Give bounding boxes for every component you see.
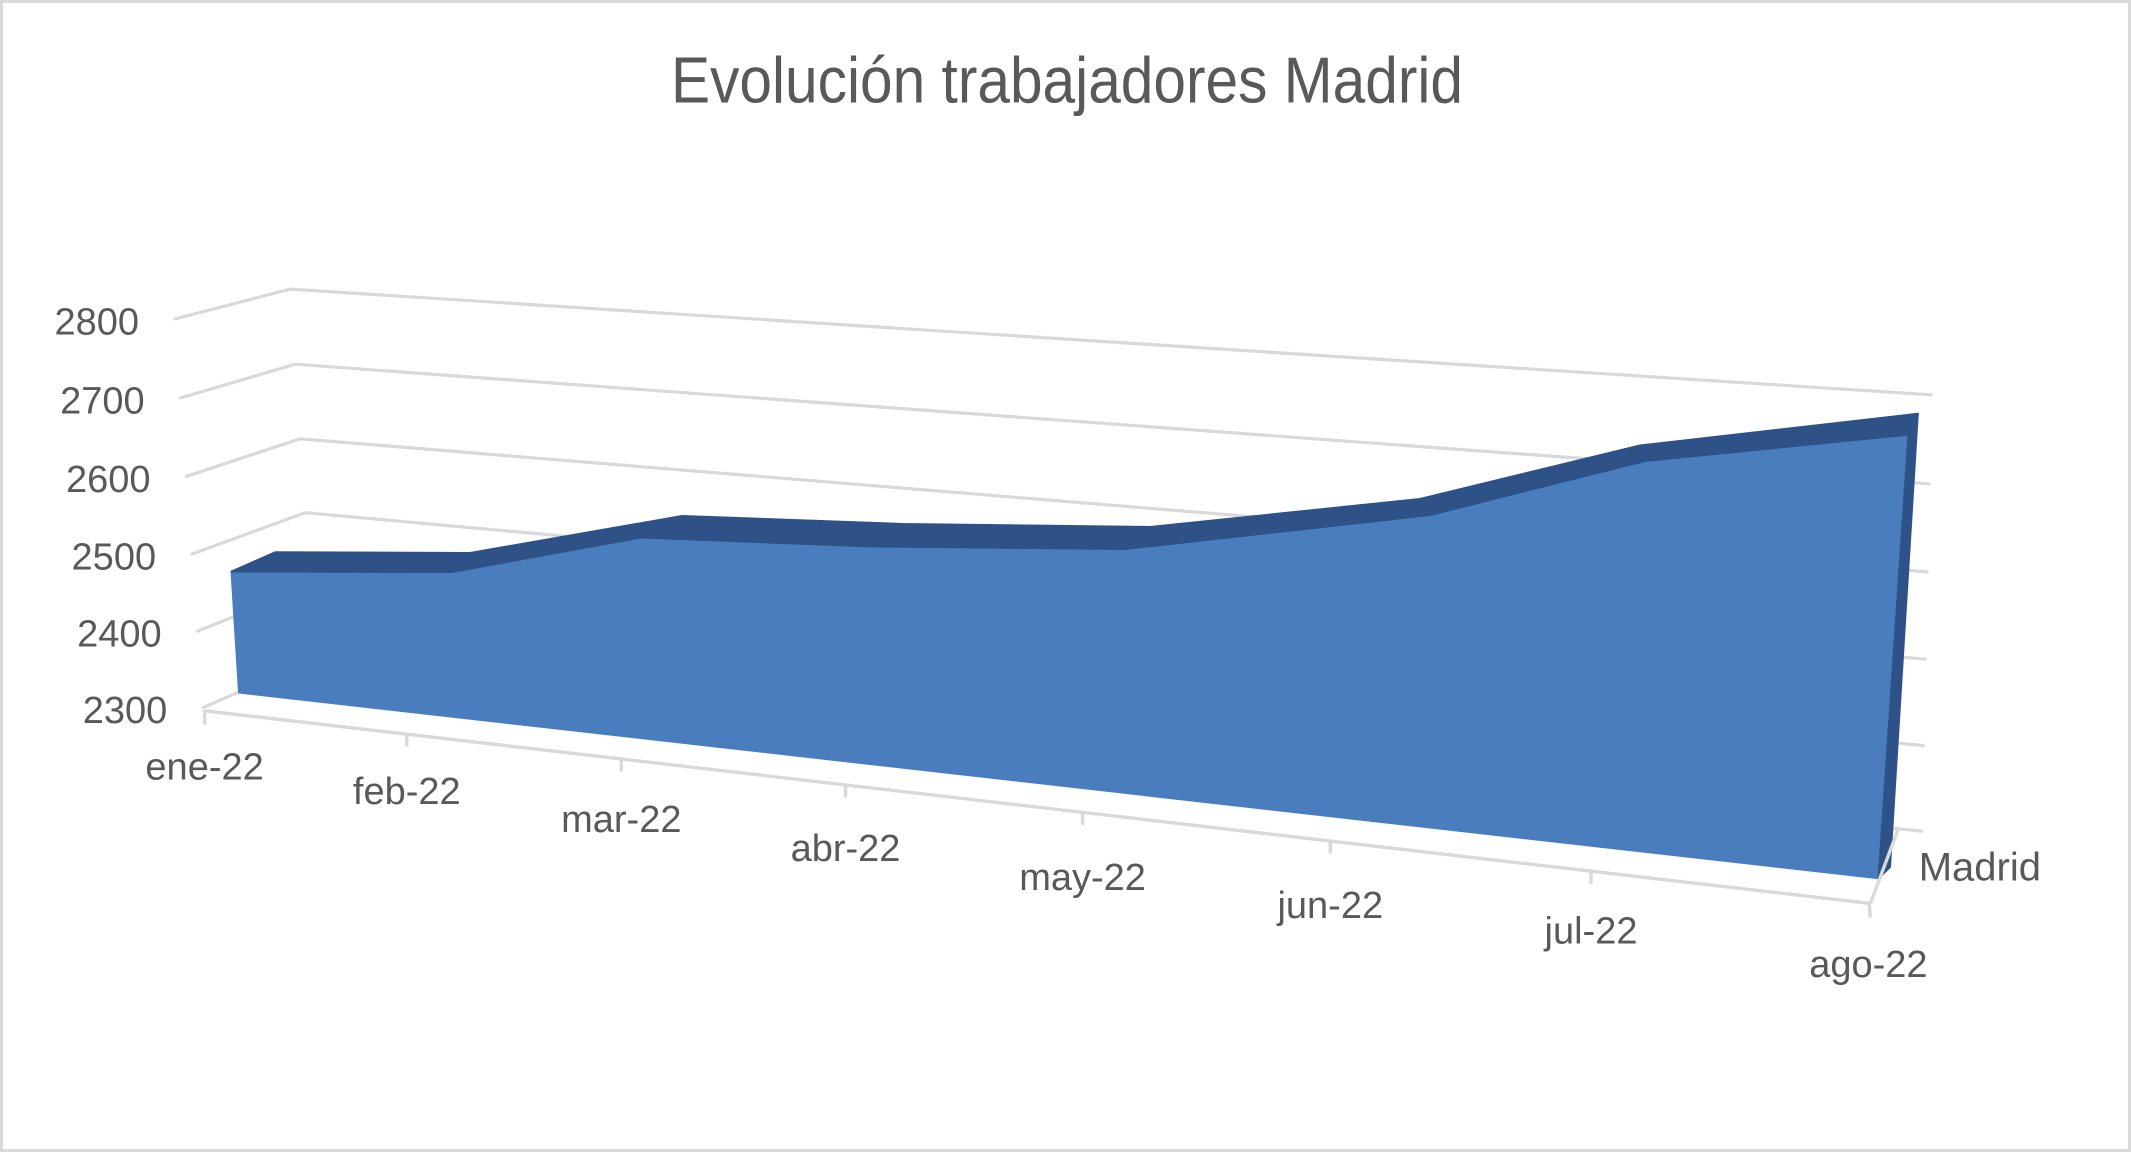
svg-text:mar-22: mar-22 (561, 799, 681, 841)
svg-text:abr-22: abr-22 (791, 828, 901, 870)
svg-text:jul-22: jul-22 (1544, 911, 1638, 953)
svg-text:ene-22: ene-22 (145, 747, 263, 789)
svg-text:jun-22: jun-22 (1276, 885, 1383, 927)
svg-text:Madrid: Madrid (1919, 845, 2041, 889)
svg-text:Evolución trabajadores Madrid: Evolución trabajadores Madrid (671, 44, 1463, 117)
svg-text:2300: 2300 (83, 690, 168, 732)
svg-text:ago-22: ago-22 (1809, 944, 1927, 986)
svg-text:feb-22: feb-22 (353, 771, 461, 813)
svg-text:may-22: may-22 (1019, 857, 1146, 899)
svg-text:2600: 2600 (66, 459, 151, 501)
svg-text:2400: 2400 (77, 614, 162, 656)
svg-text:2500: 2500 (72, 537, 157, 579)
svg-text:2700: 2700 (60, 380, 145, 422)
svg-text:2800: 2800 (54, 301, 139, 343)
